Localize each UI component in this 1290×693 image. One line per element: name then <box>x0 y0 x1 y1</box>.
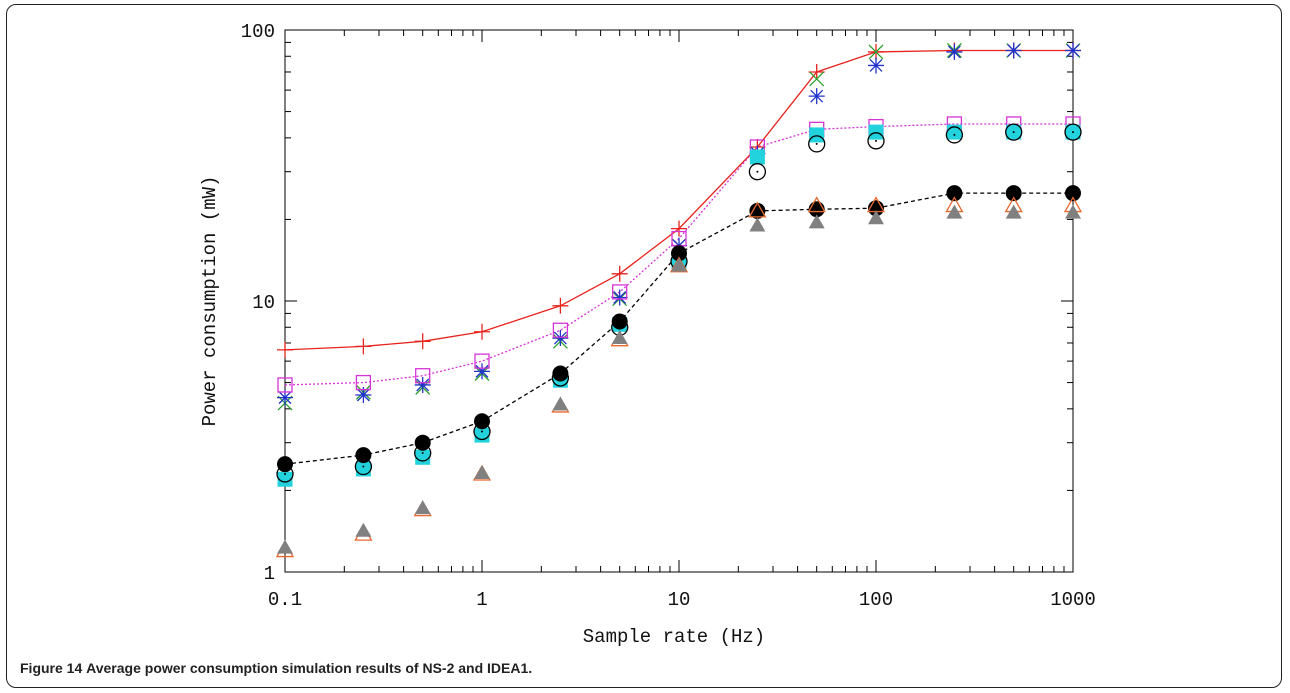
filled-triangle-marker <box>277 539 293 554</box>
open-square-marker <box>277 377 293 393</box>
asterisk-marker <box>1005 42 1022 59</box>
open-circle-marker <box>1064 123 1082 141</box>
x-tick-label: 10 <box>668 589 691 611</box>
asterisk-marker <box>611 289 628 306</box>
y-tick-label: 10 <box>252 292 275 314</box>
open-square-marker <box>612 284 628 300</box>
circle-center-dot <box>815 142 818 145</box>
plus-marker <box>808 63 825 80</box>
filled-circle-marker <box>355 447 372 464</box>
open-triangle-marker <box>807 196 826 213</box>
filled-triangle-marker <box>671 257 687 272</box>
filled-circle-marker <box>749 202 766 219</box>
circle-center-dot <box>1072 131 1074 134</box>
asterisk-marker <box>808 88 825 105</box>
plot-area-border <box>284 29 1074 573</box>
filled-triangle-marker <box>946 204 963 219</box>
filled-triangle-marker <box>414 500 431 515</box>
y-axis-title: Power consumption (mW) <box>199 176 221 427</box>
open-circle-marker <box>808 135 826 153</box>
x-tick-label: 1000 <box>1050 589 1096 611</box>
filled-circle-marker <box>474 413 490 430</box>
filled-square-marker <box>355 461 371 477</box>
circle-center-dot <box>1012 131 1015 134</box>
asterisk-marker <box>552 330 569 347</box>
asterisk-marker <box>474 363 490 380</box>
plus-marker <box>277 341 293 358</box>
filled-circle-marker <box>671 245 687 262</box>
x-tick-label: 0.1 <box>268 589 302 611</box>
filled-circle-marker <box>277 456 293 473</box>
figure-label: Figure 14 <box>20 660 83 676</box>
circle-center-dot <box>421 451 424 454</box>
circle-center-dot <box>875 139 877 142</box>
x-marker <box>868 44 884 60</box>
x-tick-label: 100 <box>859 589 893 611</box>
filled-circle-marker <box>1065 185 1081 202</box>
open-triangle-marker <box>748 201 767 218</box>
open-square-marker <box>415 368 431 384</box>
asterisk-marker <box>1065 42 1081 59</box>
open-circle-marker <box>945 126 964 144</box>
plus-marker <box>552 297 569 314</box>
asterisk-marker <box>355 386 372 403</box>
filled-triangle-marker <box>868 210 884 225</box>
x-marker <box>809 71 825 87</box>
filled-triangle-marker <box>611 330 628 345</box>
plus-marker <box>355 338 372 355</box>
open-circle-marker <box>1005 123 1023 141</box>
asterisk-marker <box>868 57 884 74</box>
plus-marker <box>474 323 490 340</box>
filled-triangle-marker <box>474 464 490 479</box>
asterisk-marker <box>277 389 293 406</box>
x-axis-title: Sample rate (Hz) <box>583 626 765 648</box>
filled-triangle-marker <box>749 217 766 232</box>
filled-circle-marker <box>414 434 431 451</box>
open-circle-marker <box>867 132 885 150</box>
open-square-marker <box>552 322 569 338</box>
filled-triangle-marker <box>552 396 569 411</box>
filled-triangle-marker <box>808 214 825 229</box>
filled-circle-marker <box>611 313 628 330</box>
figure-caption: Figure 14 Average power consumption simu… <box>20 660 1260 676</box>
asterisk-marker <box>414 376 431 393</box>
y-tick-label: 1 <box>264 563 275 585</box>
circle-center-dot <box>953 133 956 136</box>
x-tick-label: 1 <box>476 589 487 611</box>
filled-circle-marker <box>552 365 569 382</box>
filled-circle-marker <box>1005 185 1022 202</box>
open-square-marker <box>474 353 490 369</box>
filled-triangle-marker <box>355 522 372 537</box>
circle-center-dot <box>284 472 286 475</box>
filled-circle-marker <box>946 185 963 202</box>
figure-caption-text: Average power consumption simulation res… <box>86 660 533 676</box>
open-circle-marker <box>748 163 767 181</box>
y-tick-label: 100 <box>241 21 275 43</box>
filled-triangle-marker <box>1005 204 1022 219</box>
open-square-marker <box>355 374 372 391</box>
filled-square-marker <box>868 124 884 140</box>
plus-marker <box>611 265 628 282</box>
filled-square-marker <box>277 471 293 487</box>
filled-square-marker <box>749 149 765 165</box>
plus-marker <box>671 220 687 237</box>
filled-triangle-marker <box>1065 204 1081 219</box>
filled-square-marker <box>809 127 825 143</box>
circle-center-dot <box>756 170 759 173</box>
plus-marker <box>414 333 431 350</box>
circle-center-dot <box>481 430 483 433</box>
circle-center-dot <box>362 465 365 468</box>
figure-frame <box>6 4 1282 688</box>
asterisk-marker <box>946 43 963 60</box>
